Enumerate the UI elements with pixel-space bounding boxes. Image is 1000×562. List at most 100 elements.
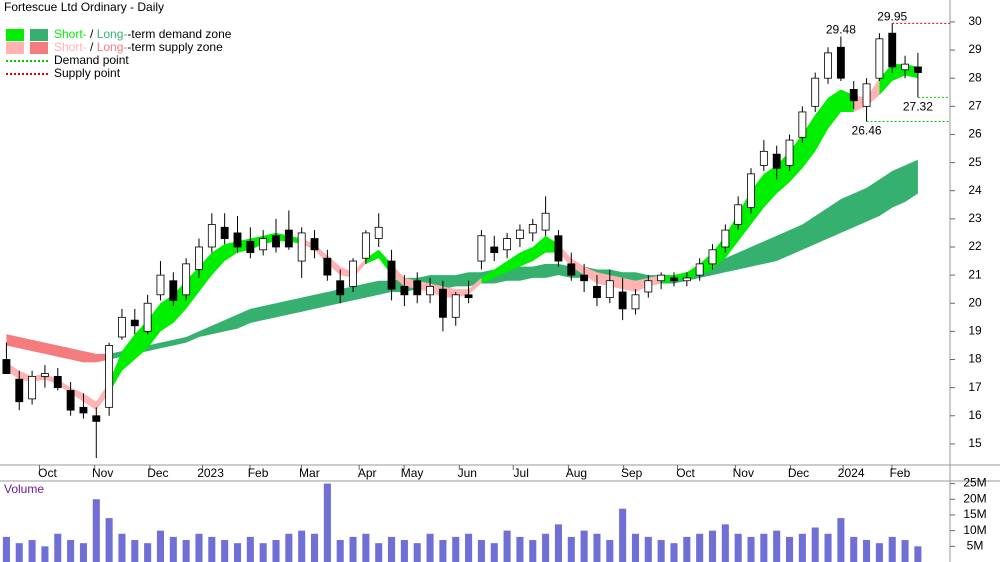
x-tick-label: Nov: [92, 466, 113, 480]
legend-label: Demand point: [54, 53, 129, 67]
demand-point-label: 27.32: [903, 100, 933, 114]
volume-tick-label: 5M: [967, 538, 984, 552]
volume-bar: [875, 543, 883, 562]
zone-band: [481, 235, 559, 284]
volume-bar: [144, 543, 152, 562]
y-tick-label: 15: [968, 436, 982, 450]
y-tick-label: 20: [968, 295, 982, 309]
volume-bar: [734, 533, 742, 562]
x-tick-label: Dec: [147, 466, 168, 480]
volume-bar: [644, 536, 652, 562]
volume-bar: [580, 530, 588, 562]
candle-body: [400, 285, 409, 296]
volume-bar: [285, 533, 293, 562]
volume-bar: [131, 540, 139, 562]
volume-bar: [272, 540, 280, 562]
legend-swatch: [6, 42, 24, 54]
volume-bar: [362, 533, 370, 562]
volume-bar: [516, 536, 524, 562]
candle-body: [130, 319, 139, 327]
volume-bar: [542, 533, 550, 562]
candle-body: [798, 111, 807, 138]
candle-body: [580, 274, 589, 282]
volume-bar: [221, 540, 229, 562]
volume-bar: [2, 536, 10, 562]
candle-body: [888, 32, 897, 68]
x-tick-label: Sep: [621, 466, 643, 480]
x-tick-label: Jun: [458, 466, 477, 480]
candle-body: [438, 288, 447, 318]
y-tick-label: 24: [968, 183, 982, 197]
x-tick-label: May: [401, 466, 424, 480]
legend-swatch: [6, 29, 24, 41]
volume-bar: [118, 533, 126, 562]
candle-body: [862, 83, 871, 107]
candle-body: [657, 274, 666, 282]
candle-body: [92, 415, 101, 422]
y-tick-label: 19: [968, 324, 982, 338]
candle-body: [297, 232, 306, 262]
volume-bar: [298, 530, 306, 562]
volume-bar: [708, 530, 717, 562]
y-tick-label: 18: [968, 352, 982, 366]
volume-bar: [310, 533, 319, 562]
peak-label: 29.48: [826, 23, 856, 37]
x-tick-label: Feb: [248, 466, 269, 480]
candle-body: [259, 238, 268, 251]
candle-body: [541, 212, 550, 231]
candle-body: [349, 260, 357, 287]
volume-bar: [41, 546, 49, 562]
legend-text: Long-: [97, 40, 128, 54]
volume-bar: [567, 536, 575, 562]
candle-body: [426, 285, 434, 296]
candle-body: [824, 52, 832, 79]
legend-text: Short-: [54, 40, 87, 54]
volume-bar: [259, 543, 267, 562]
volume-bar: [233, 543, 242, 562]
plot-layer: 15 16 17 18 19 20 21 22 23 24 25 26 27 28 29 30 Oct Nov De…: [2, 10, 987, 562]
candle-body: [41, 373, 49, 377]
volume-tick-label: 25M: [963, 476, 986, 490]
y-tick-label: 16: [968, 408, 982, 422]
chart-title: Fortescue Ltd Ordinary - Daily: [4, 0, 164, 14]
candle-body: [79, 406, 88, 414]
zone-band: [6, 334, 110, 363]
y-tick-label: 27: [968, 99, 982, 113]
candle-body: [310, 238, 319, 251]
volume-bar: [798, 533, 806, 562]
volume-bar: [760, 533, 768, 562]
volume-bar: [79, 543, 87, 562]
volume-bar: [400, 540, 408, 562]
volume-bar: [92, 499, 100, 562]
x-tick-label: Apr: [358, 466, 377, 480]
y-tick-label: 22: [968, 239, 982, 253]
volume-bar: [323, 483, 331, 562]
volume-bar: [439, 540, 447, 562]
volume-bar: [452, 536, 460, 562]
candle-body: [361, 232, 370, 259]
candle-body: [118, 316, 126, 338]
x-tick-label: Dec: [788, 466, 809, 480]
volume-bar: [349, 536, 357, 562]
zone-band: [391, 263, 482, 298]
x-tick-label: 2023: [197, 466, 224, 480]
volume-bar: [850, 536, 858, 562]
volume-bar: [413, 543, 421, 562]
volume-bar: [15, 543, 23, 562]
candle-body: [2, 359, 11, 374]
candle-body: [772, 153, 781, 169]
zone-band: [109, 232, 302, 394]
candle-body: [284, 229, 293, 248]
x-tick-label: Nov: [733, 466, 754, 480]
volume-bar: [529, 540, 537, 562]
volume-bar: [914, 546, 922, 562]
candle-body: [901, 63, 909, 71]
legend-text: Short-: [54, 27, 87, 41]
volume-bar: [477, 540, 485, 562]
legend-text: -term demand zone: [127, 27, 231, 41]
candle-body: [66, 390, 75, 411]
volume-bar: [785, 536, 794, 562]
volume-bar: [901, 540, 909, 562]
volume-bar: [837, 518, 845, 562]
volume-bar: [156, 530, 165, 562]
